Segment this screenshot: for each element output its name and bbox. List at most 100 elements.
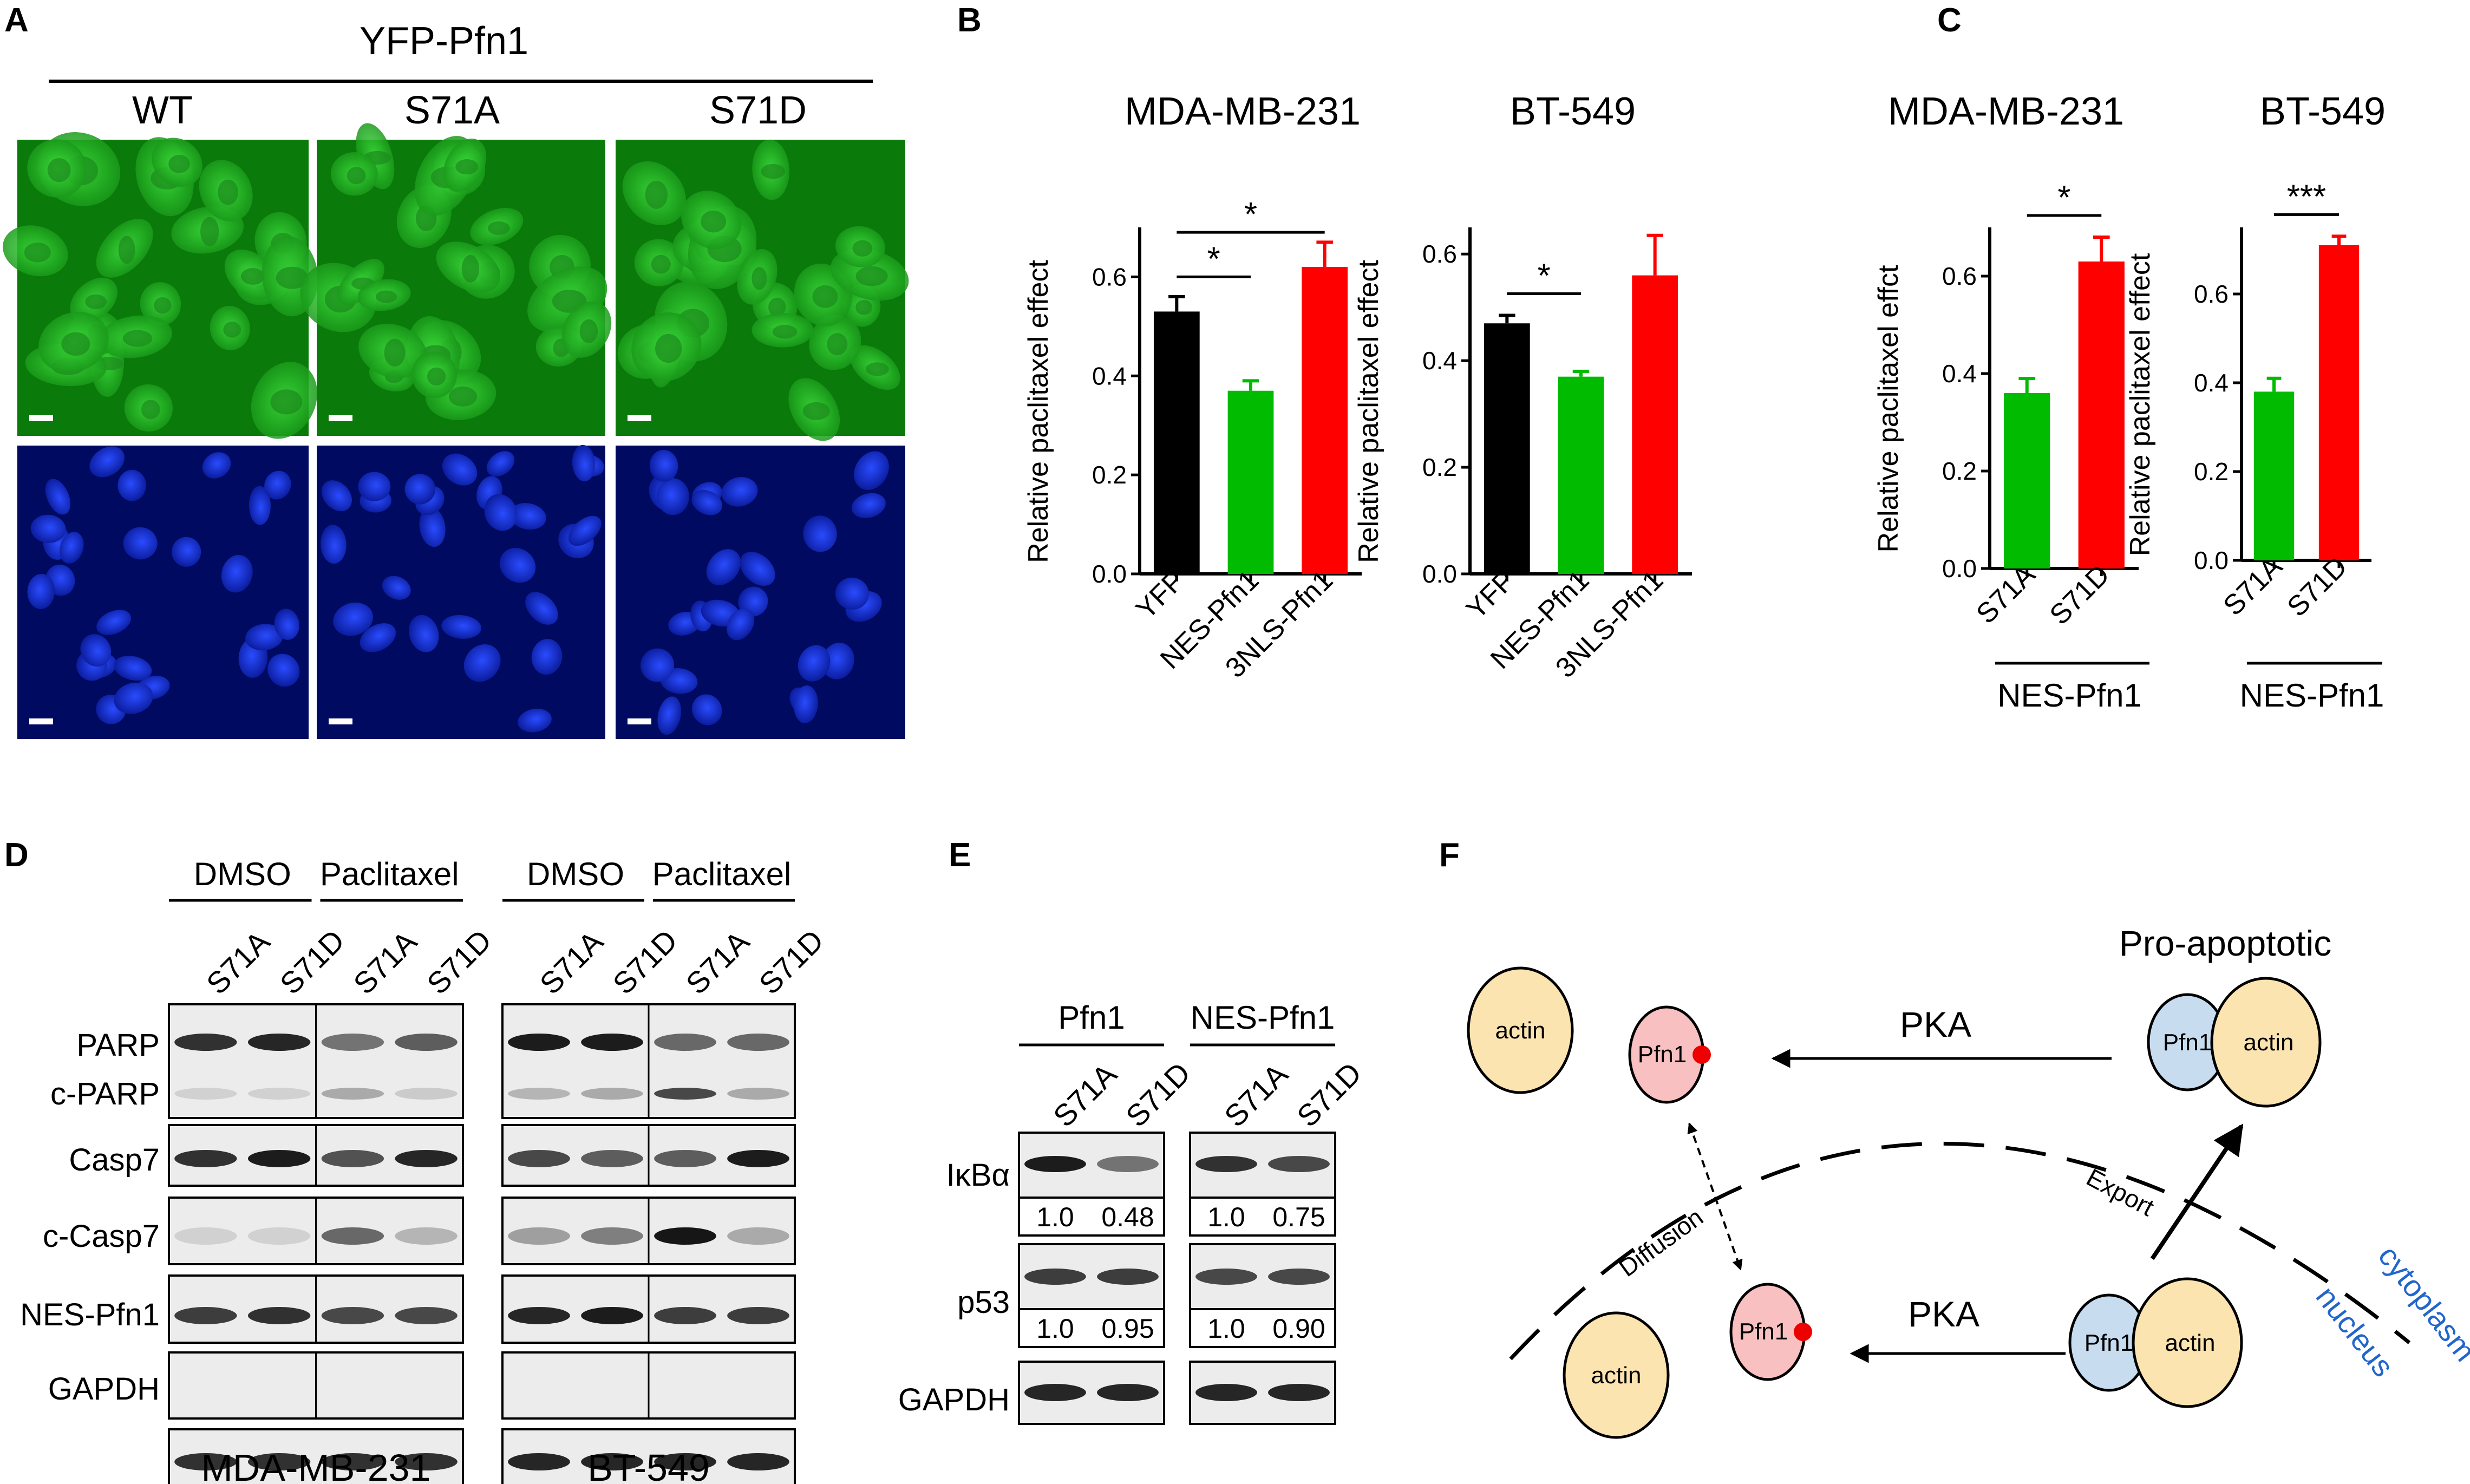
band — [508, 1034, 570, 1051]
scale-bar — [329, 718, 352, 724]
band — [1024, 1269, 1086, 1285]
nucleus-stain — [27, 573, 55, 610]
chart-b-0: MDA-MB-231 0.0 0.2 0.4 0.6 Relative paclitaxe… — [1023, 90, 1362, 684]
lane-label: S71D — [273, 923, 351, 1001]
cell-nucleus — [865, 362, 889, 376]
nucleus-stain — [740, 552, 775, 586]
treatment-label: Paclitaxel — [652, 856, 792, 892]
row-label: p53 — [957, 1285, 1010, 1320]
row-label: NES-Pfn1 — [20, 1297, 160, 1332]
cell-nucleus — [218, 179, 239, 205]
group-label: NES-Pfn1 — [1191, 999, 1335, 1036]
nucleus-stain — [404, 474, 436, 505]
nuclear-envelope — [1509, 1142, 2411, 1361]
nucleus-stain — [441, 614, 481, 639]
y-tick-label: 0.6 — [2194, 280, 2229, 308]
panel-letter-c: C — [1937, 2, 1962, 39]
nucleus-stain — [518, 708, 552, 733]
lane-label: S71A — [347, 924, 423, 1001]
nucleus-stain — [245, 624, 283, 651]
y-tick-label: 0.2 — [1942, 457, 1977, 485]
band — [1195, 1384, 1257, 1401]
significance-star: *** — [2287, 178, 2326, 215]
bar — [1227, 390, 1274, 574]
nucleus-stain — [117, 469, 146, 501]
y-tick-label: 0.0 — [1942, 554, 1977, 583]
bar — [2318, 245, 2360, 560]
actin-nucleus: actin — [1563, 1311, 1670, 1439]
band — [395, 1307, 458, 1324]
cell-nucleus — [85, 294, 107, 310]
nucleus-stain — [525, 592, 558, 625]
group-label: NES-Pfn1 — [1997, 677, 2142, 714]
y-tick-label: 0.0 — [2194, 546, 2229, 574]
diffusion-label: Diffusion — [1613, 1202, 1708, 1282]
nucleus-stain — [221, 554, 253, 593]
band — [727, 1453, 789, 1470]
cell-nucleus — [118, 236, 135, 264]
band — [508, 1453, 570, 1470]
panel-letter-b: B — [957, 2, 982, 39]
panel-letter-d: D — [4, 836, 29, 874]
quant-box — [1018, 1308, 1165, 1348]
nucleus-stain — [798, 645, 831, 682]
nucleus-stain — [794, 685, 818, 723]
scale-bar — [329, 415, 352, 421]
scale-bar — [29, 415, 53, 421]
band — [1024, 1156, 1086, 1172]
column-label-s71a: S71A — [404, 89, 500, 132]
panel-letter-f: F — [1439, 836, 1460, 874]
band — [1268, 1384, 1330, 1401]
band — [654, 1453, 716, 1470]
cell-nucleus — [276, 266, 309, 289]
nucleus-stain — [509, 503, 546, 530]
nucleus-stain — [727, 608, 755, 640]
ikba-quant-value: 0.48 — [1101, 1202, 1154, 1232]
band — [247, 1227, 311, 1245]
cell-nucleus — [24, 242, 51, 263]
cell-nucleus — [768, 297, 786, 317]
pfn1-phospho-cytoplasm: Pfn1 — [1628, 1005, 1711, 1104]
nucleus-stain — [649, 449, 678, 482]
nucleus-stain — [486, 451, 515, 477]
band — [581, 1034, 643, 1051]
y-tick-label: 0.4 — [1942, 359, 1977, 388]
row-label: GAPDH — [48, 1371, 160, 1407]
band — [581, 1150, 643, 1167]
bar — [2253, 391, 2295, 560]
bar — [1632, 275, 1678, 574]
nucleus-stain — [657, 696, 682, 735]
nucleus-stain — [641, 648, 675, 682]
svg-text:actin: actin — [2244, 1029, 2294, 1056]
cell-nucleus — [655, 334, 682, 363]
band — [321, 1088, 384, 1100]
band — [508, 1227, 570, 1245]
band — [1097, 1269, 1159, 1285]
band — [174, 1088, 237, 1100]
y-tick-label: 0.0 — [1092, 560, 1127, 588]
cell-nucleus — [427, 367, 446, 386]
band — [727, 1088, 789, 1100]
band — [174, 1034, 237, 1051]
nucleus-stain — [45, 479, 71, 515]
cell-nucleus — [651, 254, 671, 274]
nucleus-stain — [274, 609, 299, 640]
band — [1268, 1269, 1330, 1285]
nucleus-stain — [80, 634, 112, 667]
chart-c-2: MDA-MB-231 0.0 0.2 0.4 0.6 Relative paclitaxe… — [1873, 90, 2149, 714]
row-label: GAPDH — [898, 1382, 1010, 1417]
band — [395, 1453, 458, 1470]
quant-box — [1018, 1197, 1165, 1237]
lane-label: S71A — [1218, 1057, 1295, 1134]
y-tick-label: 0.0 — [1422, 560, 1457, 588]
band — [727, 1227, 789, 1245]
band — [174, 1150, 237, 1167]
group-label: NES-Pfn1 — [2240, 677, 2384, 714]
p53-quant-value: 0.90 — [1272, 1313, 1325, 1344]
band — [1097, 1384, 1159, 1401]
lane-label: S71A — [200, 924, 277, 1001]
chart-title: BT-549 — [2260, 90, 2386, 133]
band — [1268, 1156, 1330, 1172]
y-tick-label: 0.2 — [1422, 453, 1457, 481]
